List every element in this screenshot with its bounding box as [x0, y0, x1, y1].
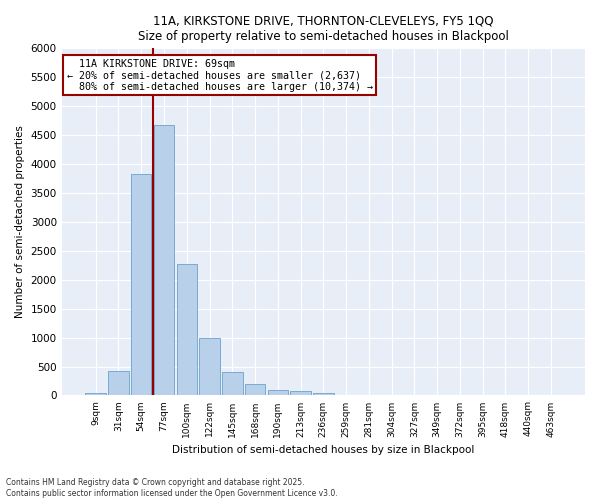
X-axis label: Distribution of semi-detached houses by size in Blackpool: Distribution of semi-detached houses by … — [172, 445, 475, 455]
Bar — [176, 264, 197, 396]
Text: 11A KIRKSTONE DRIVE: 69sqm
← 20% of semi-detached houses are smaller (2,637)
  8: 11A KIRKSTONE DRIVE: 69sqm ← 20% of semi… — [67, 58, 373, 92]
Bar — [268, 390, 288, 396]
Bar — [108, 370, 129, 396]
Bar — [154, 124, 174, 396]
Bar — [199, 338, 220, 396]
Title: 11A, KIRKSTONE DRIVE, THORNTON-CLEVELEYS, FY5 1QQ
Size of property relative to s: 11A, KIRKSTONE DRIVE, THORNTON-CLEVELEYS… — [138, 15, 509, 43]
Text: Contains HM Land Registry data © Crown copyright and database right 2025.
Contai: Contains HM Land Registry data © Crown c… — [6, 478, 338, 498]
Bar — [245, 384, 265, 396]
Bar — [85, 392, 106, 396]
Bar — [290, 392, 311, 396]
Bar — [313, 392, 334, 396]
Y-axis label: Number of semi-detached properties: Number of semi-detached properties — [15, 126, 25, 318]
Bar — [222, 372, 242, 396]
Bar — [131, 174, 151, 396]
